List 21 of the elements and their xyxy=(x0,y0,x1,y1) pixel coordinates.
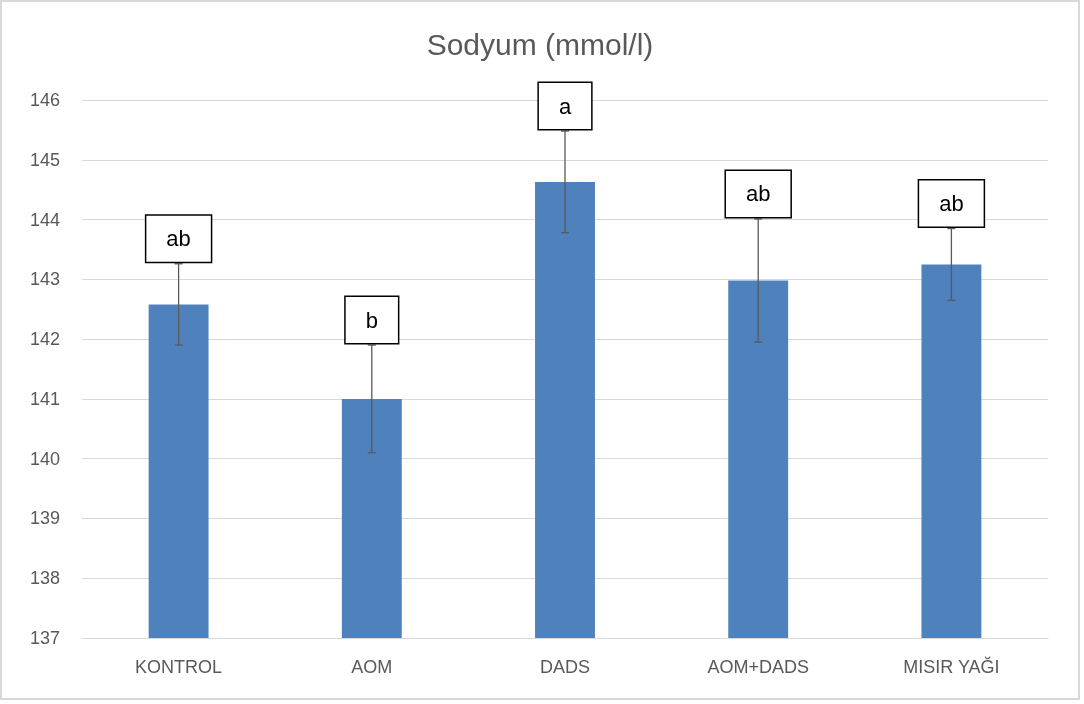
chart-title: Sodyum (mmol/l) xyxy=(426,27,654,61)
y-tick-label: 138 xyxy=(29,568,60,589)
annotation: ab xyxy=(745,181,771,207)
x-tick-label: AOM xyxy=(351,657,393,677)
y-tick-label: 139 xyxy=(29,508,60,529)
x-tick-label: AOM+DADS xyxy=(707,657,809,677)
x-tick-label: DADS xyxy=(539,657,591,677)
x-tick-label: MISIR YAĞI xyxy=(903,656,1000,677)
y-tick-label: 146 xyxy=(29,90,60,110)
y-tick-label: 140 xyxy=(29,448,60,469)
y-tick-label: 137 xyxy=(29,628,60,648)
y-tick-label: 142 xyxy=(29,329,60,350)
annotation: a xyxy=(558,93,572,119)
y-tick-label: 141 xyxy=(29,388,60,409)
annotation: b xyxy=(365,307,378,333)
y-tick-label: 144 xyxy=(29,209,60,230)
y-tick-label: 143 xyxy=(29,269,60,290)
x-tick-label: KONTROL xyxy=(135,657,223,677)
y-tick-label: 145 xyxy=(29,149,60,170)
annotation: ab xyxy=(939,191,964,217)
annotation: ab xyxy=(166,226,191,252)
